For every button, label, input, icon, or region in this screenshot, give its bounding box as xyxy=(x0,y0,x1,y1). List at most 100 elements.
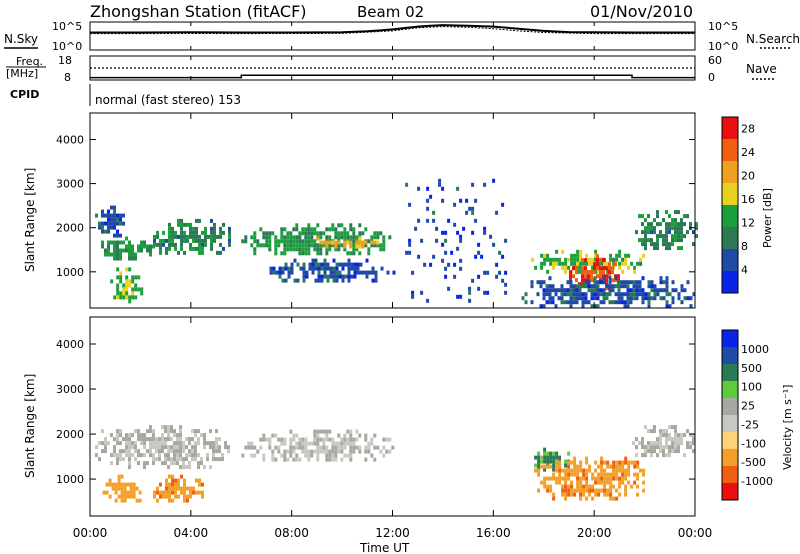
heatmap-cell xyxy=(594,468,598,473)
heatmap-cell xyxy=(107,221,110,226)
heatmap-cell xyxy=(134,449,137,454)
heatmap-cell xyxy=(647,300,651,305)
heatmap-cell xyxy=(569,274,572,279)
heatmap-cell xyxy=(371,278,375,283)
heatmap-cell xyxy=(662,296,666,301)
heatmap-cell xyxy=(195,234,198,239)
heatmap-cell xyxy=(298,231,302,236)
heatmap-cell xyxy=(492,178,496,183)
heatmap-cell xyxy=(250,441,254,446)
heatmap-cell xyxy=(594,249,598,254)
heatmap-cell xyxy=(588,468,592,473)
heatmap-cell xyxy=(542,288,546,293)
heatmap-cell xyxy=(352,441,356,446)
heatmap-cell xyxy=(107,252,110,257)
heatmap-cell xyxy=(128,449,131,454)
heatmap-cell xyxy=(665,276,669,281)
heatmap-cell xyxy=(164,429,167,434)
heatmap-cell xyxy=(618,492,622,497)
heatmap-cell xyxy=(302,274,306,279)
power-colorbar-tick: 28 xyxy=(741,123,755,136)
heatmap-cell xyxy=(633,269,637,274)
power-ylabel: Slant Range [km] xyxy=(23,168,37,272)
heatmap-cell xyxy=(465,198,469,203)
heatmap-cell xyxy=(605,296,609,301)
heatmap-cell xyxy=(617,284,621,289)
heatmap-cell xyxy=(561,261,565,266)
heatmap-cell xyxy=(203,433,206,438)
heatmap-cell xyxy=(456,294,460,299)
heatmap-cell xyxy=(140,244,143,249)
heatmap-cell xyxy=(346,441,350,446)
heatmap-cell xyxy=(316,429,320,434)
heatmap-cell xyxy=(158,437,161,442)
heatmap-cell xyxy=(659,433,662,438)
heatmap-cell xyxy=(582,488,586,493)
heatmap-cell xyxy=(161,449,164,454)
heatmap-cell xyxy=(564,459,568,464)
heatmap-cell xyxy=(201,494,204,499)
heatmap-cell xyxy=(201,230,204,235)
heatmap-cell xyxy=(179,445,182,450)
heatmap-cell xyxy=(441,198,445,203)
heatmap-cell xyxy=(177,250,180,255)
heatmap-cell xyxy=(585,253,589,258)
heatmap-cell xyxy=(555,451,559,456)
heatmap-cell xyxy=(177,494,180,499)
heatmap-cell xyxy=(283,247,287,252)
heatmap-cell xyxy=(188,465,191,470)
heatmap-cell xyxy=(639,257,643,262)
heatmap-cell xyxy=(250,235,254,240)
heatmap-cell xyxy=(334,235,338,240)
heatmap-cell xyxy=(180,226,183,231)
heatmap-cell xyxy=(268,445,272,450)
heatmap-cell xyxy=(319,235,323,240)
heatmap-cell xyxy=(295,433,299,438)
heatmap-cell xyxy=(647,292,651,297)
heatmap-cell xyxy=(328,247,332,252)
heatmap-cell xyxy=(615,253,619,258)
heatmap-cell xyxy=(662,234,665,239)
heatmap-cell xyxy=(341,262,345,267)
heatmap-cell xyxy=(116,433,119,438)
x-tick-label: 12:00 xyxy=(375,526,410,540)
heatmap-cell xyxy=(356,262,360,267)
heatmap-cell xyxy=(635,437,638,442)
heatmap-cell xyxy=(567,468,571,473)
heatmap-cell xyxy=(280,227,284,232)
heatmap-cell xyxy=(219,230,222,235)
heatmap-cell xyxy=(593,292,597,297)
heatmap-cell xyxy=(554,288,558,293)
heatmap-cell xyxy=(117,474,121,479)
heatmap-cell xyxy=(165,494,168,499)
heatmap-cell xyxy=(119,213,122,218)
heatmap-cell xyxy=(188,437,191,442)
heatmap-cell xyxy=(659,222,662,227)
heatmap-cell xyxy=(591,484,595,489)
heatmap-cell xyxy=(337,223,341,228)
heatmap-cell xyxy=(292,437,296,442)
heatmap-cell xyxy=(152,445,155,450)
heatmap-cell xyxy=(608,280,612,285)
heatmap-cell xyxy=(176,457,179,462)
heatmap-cell xyxy=(590,304,594,309)
y-tick-label: 3000 xyxy=(56,178,84,191)
heatmap-cell xyxy=(564,496,568,501)
heatmap-cell xyxy=(382,239,386,244)
heatmap-cell xyxy=(347,274,351,279)
heatmap-cell xyxy=(126,490,130,495)
heatmap-cell xyxy=(644,296,648,301)
heatmap-cell xyxy=(659,276,663,281)
heatmap-cell xyxy=(501,278,505,283)
heatmap-cell xyxy=(662,280,666,285)
heatmap-cell xyxy=(668,433,671,438)
heatmap-cell xyxy=(140,287,144,292)
heatmap-cell xyxy=(278,274,282,279)
heatmap-cell xyxy=(325,247,329,252)
heatmap-cell xyxy=(286,239,290,244)
heatmap-cell xyxy=(659,437,662,442)
heatmap-cell xyxy=(606,492,610,497)
power-heatmap-cells xyxy=(95,178,698,309)
heatmap-cell xyxy=(268,437,272,442)
heatmap-cell xyxy=(113,209,116,214)
